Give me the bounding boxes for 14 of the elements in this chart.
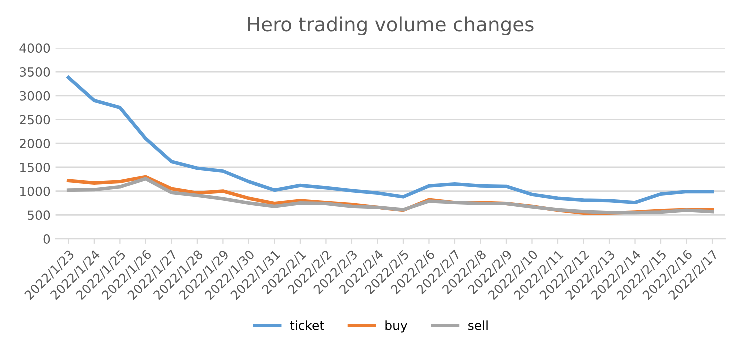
- y-tick-label: 3000: [20, 91, 50, 101]
- legend-label: ticket: [290, 320, 324, 330]
- chart-title: Hero trading volume changes: [248, 16, 534, 36]
- line-series: [66, 76, 714, 205]
- y-tick-label: 3500: [20, 67, 50, 77]
- legend-label: buy: [386, 320, 408, 333]
- y-tick-label: 4000: [20, 44, 50, 54]
- y-tick-label: 2000: [20, 139, 50, 149]
- y-tick-label: 500: [28, 210, 50, 220]
- legend-label: sell: [468, 320, 488, 330]
- y-tick-label: 1000: [20, 186, 50, 196]
- y-tick-label: 0: [44, 234, 50, 244]
- y-tick-label: 1500: [20, 162, 50, 172]
- y-tick-label: 2500: [20, 115, 50, 125]
